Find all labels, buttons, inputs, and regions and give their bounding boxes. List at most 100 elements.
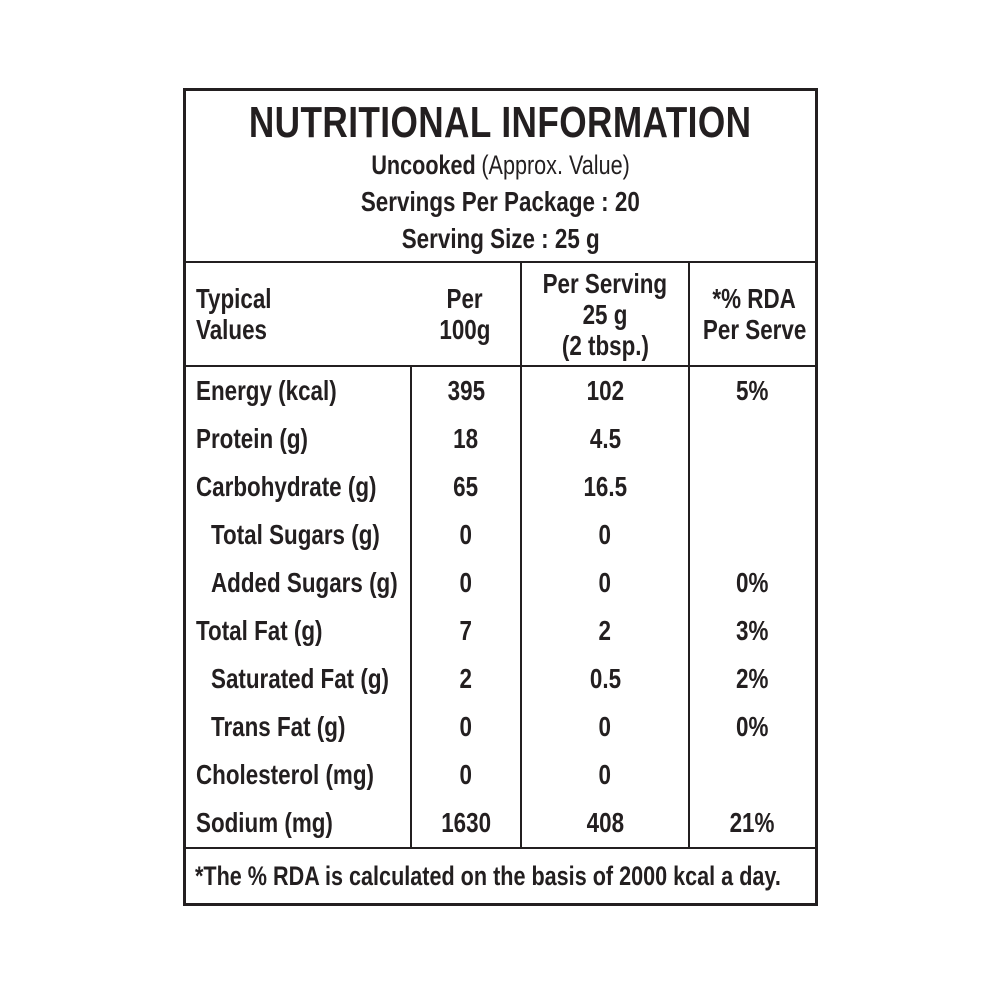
rda-value: 0% — [736, 711, 769, 742]
column-header-typical-values: Typical Values — [186, 263, 410, 365]
cooked-state-label: Uncooked — [371, 150, 476, 180]
table-row: Energy (kcal) 395 102 5% — [186, 367, 815, 415]
per-100g-cell: 0 — [410, 559, 520, 607]
per-100g-cell: 0 — [410, 751, 520, 799]
column-header-rda-per-serve: *% RDA Per Serve — [688, 263, 819, 365]
column-header-line: 100g — [439, 314, 491, 345]
per-100g-value: 0 — [459, 759, 473, 790]
nutrient-name-cell: Total Fat (g) — [186, 607, 410, 655]
per-100g-cell: 0 — [410, 703, 520, 751]
per-100g-value: 0 — [459, 519, 473, 550]
per-100g-value: 0 — [459, 711, 473, 742]
table-header-row: Typical Values Per 100g Per Serving 25 g… — [186, 263, 815, 367]
per-serving-value: 0 — [598, 567, 612, 598]
per-100g-value: 0 — [459, 567, 473, 598]
nutrient-name: Total Sugars (g) — [211, 519, 380, 550]
nutrient-rows: Energy (kcal) 395 102 5% Protein (g) 18 — [186, 367, 815, 847]
per-100g-value: 1630 — [441, 807, 491, 838]
nutrient-name: Cholesterol (mg) — [196, 759, 374, 790]
per-serving-cell: 16.5 — [520, 463, 688, 511]
nutrient-name-cell: Cholesterol (mg) — [186, 751, 410, 799]
per-100g-value: 18 — [453, 423, 479, 454]
rda-cell — [688, 463, 815, 511]
nutrient-name-cell: Added Sugars (g) — [186, 559, 410, 607]
rda-cell: 0% — [688, 559, 815, 607]
rda-value: 5% — [736, 375, 769, 406]
rda-cell: 2% — [688, 655, 815, 703]
rda-value: 0% — [736, 567, 769, 598]
rda-cell — [688, 415, 815, 463]
cooked-state-note: Uncooked (Approx. Value) — [186, 147, 815, 183]
rda-value: 21% — [730, 807, 775, 838]
per-100g-cell: 18 — [410, 415, 520, 463]
per-serving-cell: 0 — [520, 751, 688, 799]
per-100g-value: 7 — [459, 615, 473, 646]
table-row: Carbohydrate (g) 65 16.5 — [186, 463, 815, 511]
per-serving-value: 0 — [598, 711, 612, 742]
table-row: Sodium (mg) 1630 408 21% — [186, 799, 815, 847]
per-serving-cell: 0.5 — [520, 655, 688, 703]
cooked-state-note-text: Uncooked (Approx. Value) — [371, 147, 630, 183]
per-100g-cell: 395 — [410, 367, 520, 415]
column-header-per-100g: Per 100g — [410, 263, 520, 365]
rda-footnote-text: *The % RDA is calculated on the basis of… — [195, 860, 781, 891]
nutrient-name: Carbohydrate (g) — [196, 471, 377, 502]
nutrient-name-cell: Energy (kcal) — [186, 367, 410, 415]
table-row: Total Fat (g) 7 2 3% — [186, 607, 815, 655]
per-serving-value: 0 — [598, 759, 612, 790]
nutrient-name: Saturated Fat (g) — [211, 663, 389, 694]
table-row: Total Sugars (g) 0 0 — [186, 511, 815, 559]
per-100g-cell: 7 — [410, 607, 520, 655]
serving-size-line: Serving Size : 25 g — [186, 220, 815, 257]
nutrient-name: Sodium (mg) — [196, 807, 333, 838]
servings-per-package-text: Servings Per Package : 20 — [361, 186, 640, 217]
rda-cell: 3% — [688, 607, 815, 655]
table-row: Saturated Fat (g) 2 0.5 2% — [186, 655, 815, 703]
label-header: NUTRITIONAL INFORMATION Uncooked (Approx.… — [186, 91, 815, 263]
per-100g-cell: 2 — [410, 655, 520, 703]
nutrition-title: NUTRITIONAL INFORMATION — [186, 99, 815, 147]
nutrient-name: Total Fat (g) — [196, 615, 323, 646]
per-serving-cell: 102 — [520, 367, 688, 415]
column-header-line: Per Serve — [702, 314, 807, 345]
per-serving-value: 0.5 — [589, 663, 621, 694]
per-serving-value: 408 — [586, 807, 624, 838]
per-serving-value: 0 — [598, 519, 612, 550]
rda-footnote: *The % RDA is calculated on the basis of… — [186, 847, 815, 903]
approx-value-note: (Approx. Value) — [481, 150, 630, 180]
nutrient-name: Trans Fat (g) — [211, 711, 346, 742]
rda-cell: 21% — [688, 799, 815, 847]
servings-per-package-line: Servings Per Package : 20 — [186, 183, 815, 220]
per-serving-cell: 0 — [520, 703, 688, 751]
table-row: Cholesterol (mg) 0 0 — [186, 751, 815, 799]
nutrition-facts-table: NUTRITIONAL INFORMATION Uncooked (Approx.… — [183, 88, 818, 906]
per-serving-value: 16.5 — [583, 471, 627, 502]
serving-size-text: Serving Size : 25 g — [401, 223, 600, 254]
per-100g-value: 65 — [453, 471, 479, 502]
per-100g-cell: 0 — [410, 511, 520, 559]
column-header-line: Per Serving — [542, 267, 668, 299]
nutrition-title-text: NUTRITIONAL INFORMATION — [249, 98, 752, 147]
per-serving-cell: 0 — [520, 511, 688, 559]
rda-value: 3% — [736, 615, 769, 646]
column-header-line: Values — [196, 314, 267, 345]
per-100g-cell: 1630 — [410, 799, 520, 847]
per-serving-cell: 0 — [520, 559, 688, 607]
nutrient-name-cell: Saturated Fat (g) — [186, 655, 410, 703]
column-header-per-serving: Per Serving 25 g (2 tbsp.) — [520, 263, 688, 365]
rda-cell — [688, 511, 815, 559]
per-serving-cell: 408 — [520, 799, 688, 847]
column-header-line: Typical — [196, 283, 272, 314]
per-100g-value: 395 — [447, 375, 485, 406]
per-100g-value: 2 — [459, 663, 473, 694]
nutrient-name-cell: Protein (g) — [186, 415, 410, 463]
column-header-line: Per — [446, 283, 484, 314]
column-header-line: (2 tbsp.) — [561, 329, 649, 361]
nutrient-name: Protein (g) — [196, 423, 308, 454]
per-serving-cell: 2 — [520, 607, 688, 655]
per-serving-value: 2 — [598, 615, 612, 646]
rda-cell: 5% — [688, 367, 815, 415]
table-row: Trans Fat (g) 0 0 0% — [186, 703, 815, 751]
rda-cell — [688, 751, 815, 799]
